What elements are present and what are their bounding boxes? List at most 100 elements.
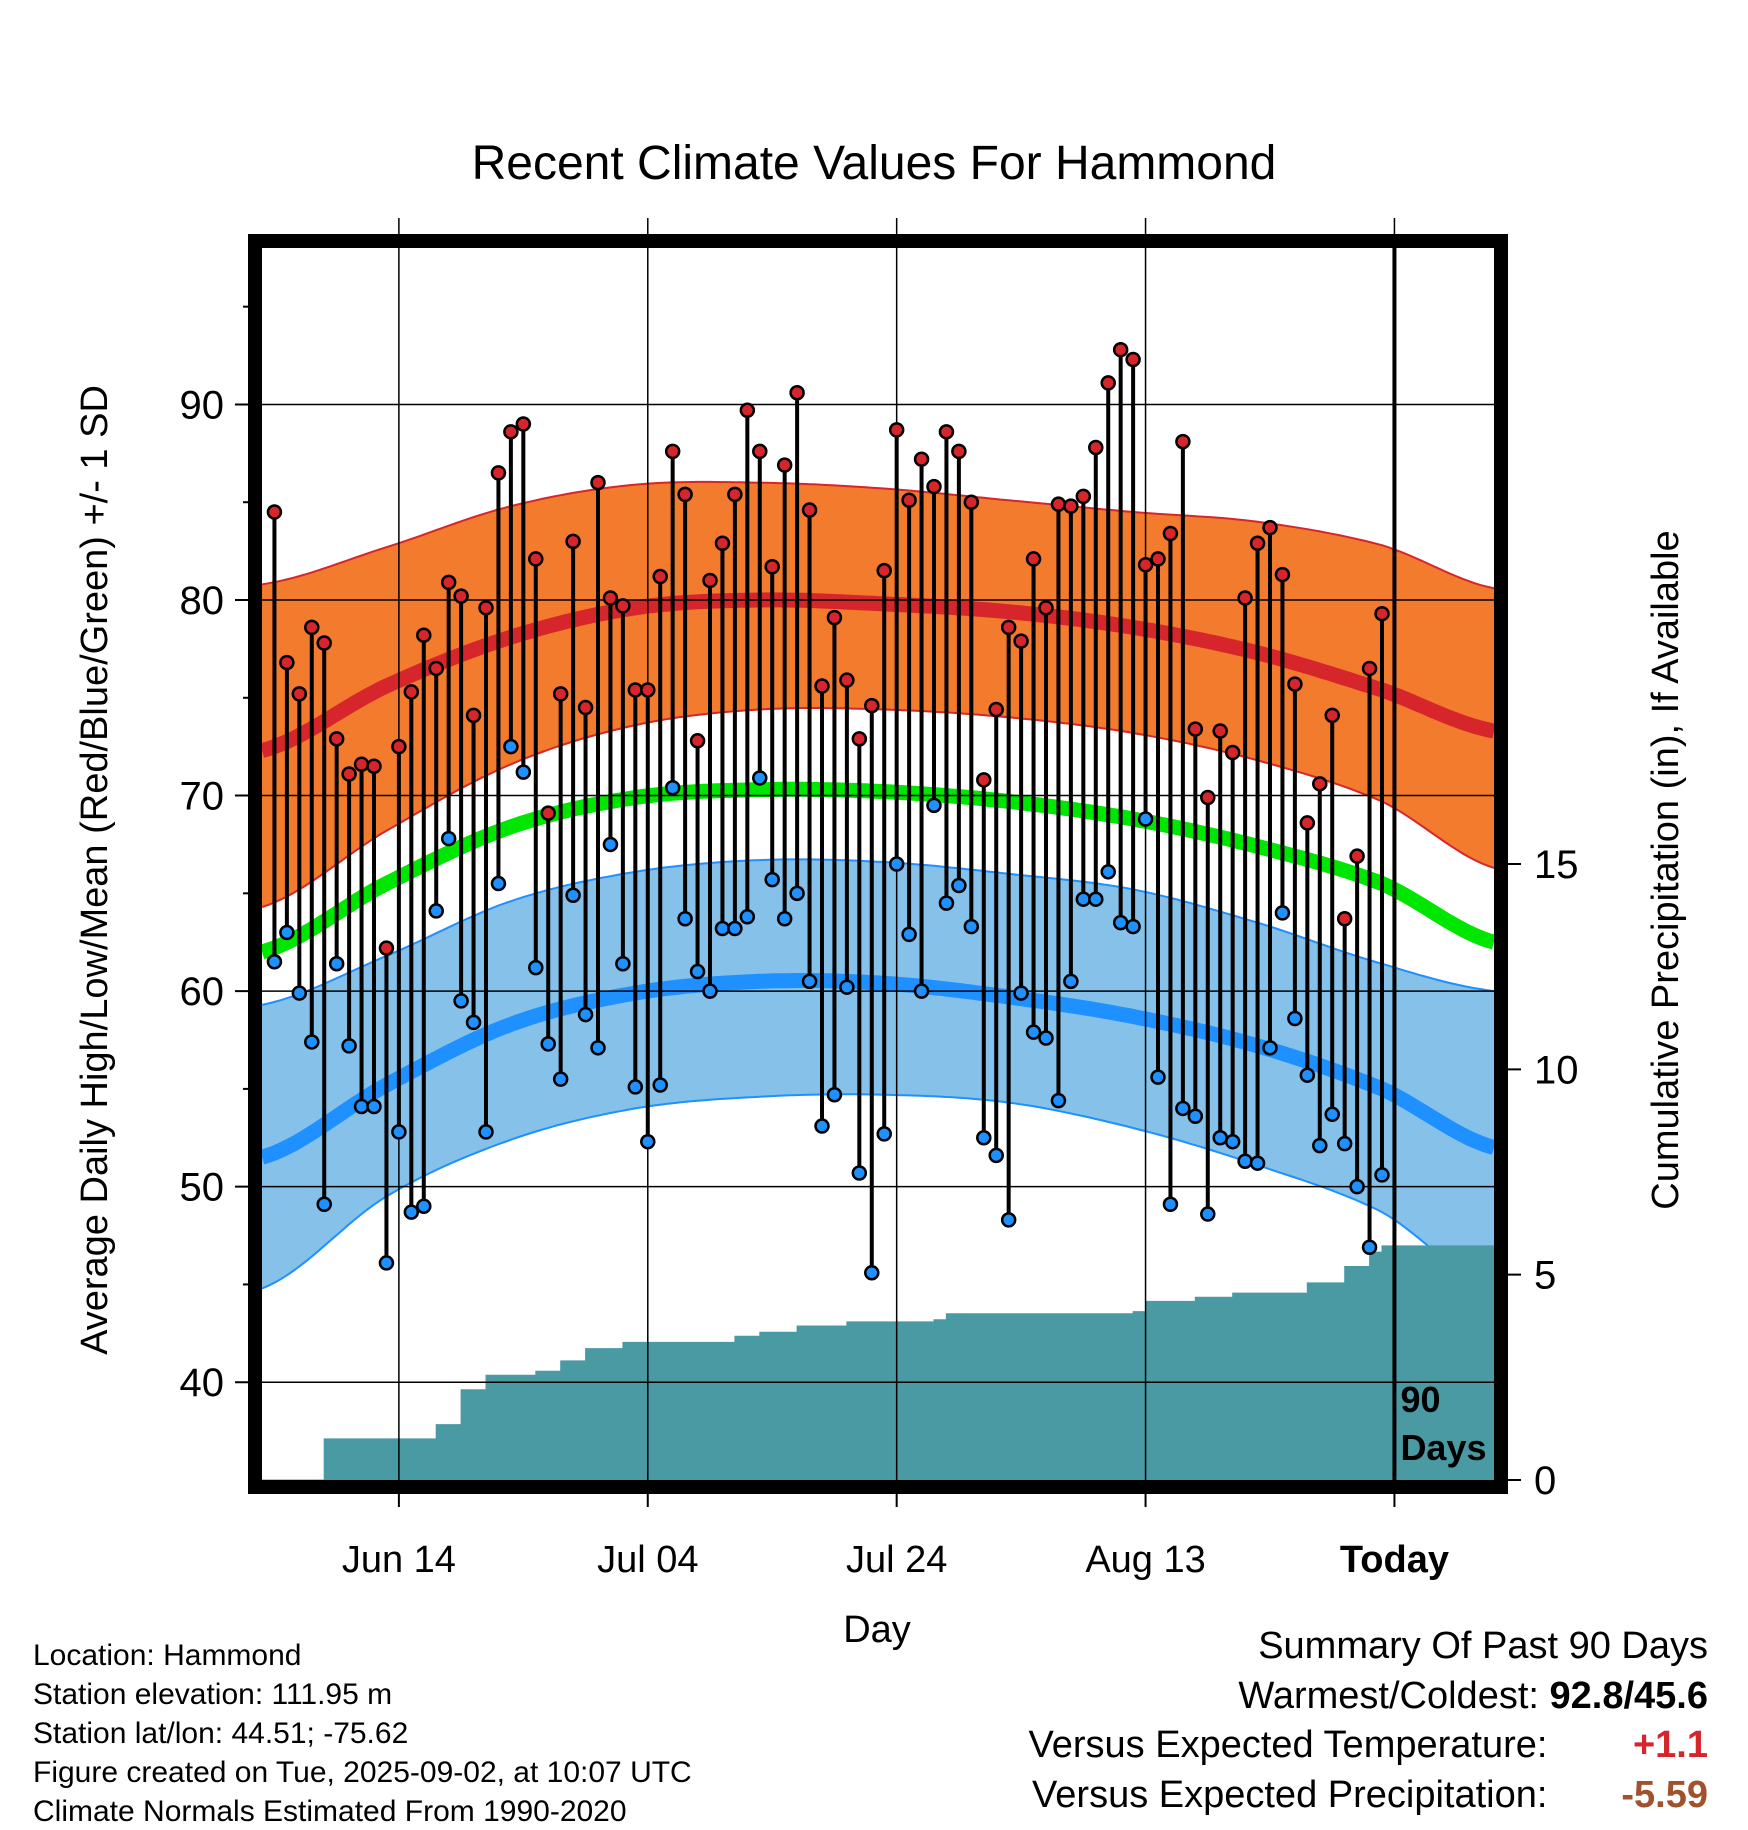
daily-low-point	[590, 1040, 606, 1056]
daily-high-point	[826, 609, 843, 626]
summary-temp: Versus Expected Temperature: +1.1	[1029, 1724, 1708, 1767]
daily-high-point	[1336, 911, 1353, 927]
daily-low-point	[1162, 1196, 1179, 1213]
daily-low-point	[963, 918, 980, 935]
daily-high-point	[1025, 551, 1042, 567]
daily-high-point	[864, 697, 880, 714]
daily-low-point	[1312, 1137, 1328, 1154]
precip-area	[262, 1245, 1494, 1480]
daily-low-point	[366, 1098, 382, 1115]
daily-low-point	[702, 983, 718, 999]
daily-low-point	[1349, 1178, 1365, 1195]
daily-high-point	[764, 559, 780, 575]
daily-low-point	[1150, 1069, 1166, 1085]
daily-low-point	[515, 764, 532, 780]
daily-low-point	[1063, 973, 1079, 990]
daily-low-point	[652, 1077, 668, 1093]
daily-high-point	[341, 766, 357, 782]
daily-low-point	[453, 993, 469, 1009]
daily-low-point	[440, 830, 457, 847]
chart-title: Recent Climate Values For Hammond	[471, 137, 1277, 190]
daily-low-point	[926, 797, 942, 814]
summary-warm-cold-label: Warmest/Coldest:	[1238, 1675, 1539, 1717]
summary-temp-label: Versus Expected Temperature:	[1028, 1724, 1548, 1766]
y2-tick-label: 0	[1534, 1459, 1556, 1503]
daily-low-point	[316, 1196, 332, 1213]
daily-high-point	[752, 443, 768, 460]
daily-low-point	[1175, 1100, 1191, 1117]
daily-high-point	[1200, 789, 1216, 806]
daily-high-point	[615, 598, 631, 614]
daily-low-point	[1336, 1135, 1353, 1152]
daily-high-point	[1187, 721, 1204, 737]
daily-high-point	[1112, 341, 1129, 358]
daily-low-point	[465, 1014, 482, 1031]
daily-high-point	[876, 562, 892, 579]
daily-high-point	[963, 494, 980, 510]
daily-high-point	[353, 756, 370, 773]
daily-low-point	[403, 1204, 420, 1220]
low-mean-line	[262, 973, 1494, 1165]
daily-low-point	[378, 1255, 395, 1271]
daily-high-point	[901, 492, 917, 509]
daily-high-point	[1262, 519, 1278, 536]
daily-high-point	[1324, 707, 1340, 724]
daily-high-point	[1088, 439, 1104, 456]
daily-low-point	[279, 924, 295, 941]
daily-low-point	[776, 911, 793, 927]
low-lower-edge	[262, 1093, 1494, 1292]
daily-high-point	[652, 568, 668, 585]
daily-high-point	[391, 738, 407, 755]
daily-low-point	[727, 920, 743, 937]
daily-low-point	[528, 959, 544, 976]
daily-low-point	[341, 1038, 357, 1054]
daily-low-point	[1374, 1167, 1390, 1183]
daily-low-point	[801, 973, 818, 990]
daily-low-point	[627, 1079, 644, 1095]
daily-high-point	[416, 627, 432, 643]
y-axis-label: Average Daily High/Low/Mean (Red/Blue/Gr…	[74, 385, 116, 1355]
daily-high-point	[316, 635, 332, 651]
daily-low-point	[1112, 914, 1129, 931]
daily-low-point	[565, 887, 581, 904]
daily-low-point	[1075, 891, 1092, 907]
daily-low-point	[540, 1036, 556, 1052]
daily-high-point	[1224, 744, 1241, 761]
daily-high-point	[938, 424, 955, 440]
y-tick-label: 90	[180, 383, 225, 427]
daily-low-point	[640, 1133, 656, 1150]
daily-high-point	[291, 686, 308, 702]
y2-tick-label: 5	[1534, 1254, 1556, 1298]
daily-high-point	[465, 707, 482, 724]
daily-high-point	[789, 384, 805, 401]
daily-high-point	[279, 654, 295, 671]
daily-high-point	[440, 574, 457, 591]
daily-high-point	[1038, 600, 1054, 616]
x-tick-label: Today	[1340, 1539, 1449, 1581]
daily-high-point	[714, 535, 731, 552]
daily-low-point	[938, 895, 955, 911]
today-days-count: 90 Days	[1400, 1379, 1486, 1468]
daily-low-point	[1237, 1153, 1253, 1169]
daily-low-point	[602, 836, 619, 853]
daily-low-point	[503, 738, 519, 755]
daily-high-point	[378, 940, 395, 956]
daily-high-point	[951, 443, 967, 460]
daily-low-point	[951, 877, 967, 894]
summary-warm-cold: Warmest/Coldest: 92.8/45.6	[1238, 1675, 1708, 1718]
daily-low-point	[876, 1126, 892, 1142]
y-tick-label: 40	[180, 1361, 225, 1405]
y-tick-label: 50	[180, 1166, 225, 1210]
daily-high-point	[1212, 723, 1228, 739]
daily-low-point	[1200, 1206, 1216, 1222]
x-tick-label: Jun 14	[342, 1539, 456, 1581]
daily-low-point	[328, 955, 345, 972]
daily-high-point	[1125, 351, 1141, 368]
daily-high-point	[1175, 433, 1191, 450]
daily-high-point	[1050, 496, 1067, 512]
summary-precip-value: -5.59	[1621, 1774, 1708, 1816]
daily-low-point	[664, 779, 681, 796]
daily-low-point	[490, 875, 507, 892]
daily-high-point	[552, 686, 569, 702]
